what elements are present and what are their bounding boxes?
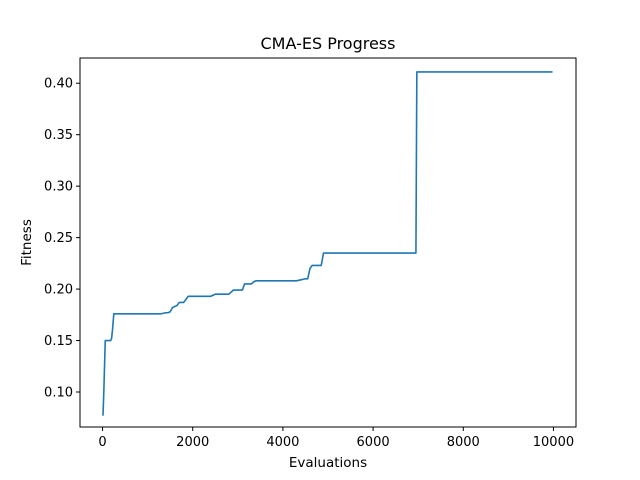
chart-title: CMA-ES Progress (261, 34, 396, 53)
plot-frame (79, 57, 577, 428)
x-axis-label: Evaluations (289, 455, 367, 471)
y-tick-label: 0.40 (44, 77, 73, 92)
y-tick-label: 0.20 (44, 283, 73, 298)
x-tick-label: 4000 (266, 435, 299, 450)
series-line-fitness (102, 71, 553, 416)
x-tick-label: 0 (98, 435, 106, 450)
x-tick-label: 8000 (447, 435, 480, 450)
y-tick-label: 0.30 (44, 180, 73, 195)
y-tick-label: 0.15 (44, 334, 73, 349)
y-tick-label: 0.35 (44, 128, 73, 143)
y-axis-label: Fitness (19, 219, 35, 266)
x-tick-label: 2000 (176, 435, 209, 450)
y-tick-label: 0.10 (44, 386, 73, 401)
x-tick-label: 6000 (357, 435, 390, 450)
x-tick-label: 10000 (533, 435, 574, 450)
y-tick-label: 0.25 (44, 231, 73, 246)
